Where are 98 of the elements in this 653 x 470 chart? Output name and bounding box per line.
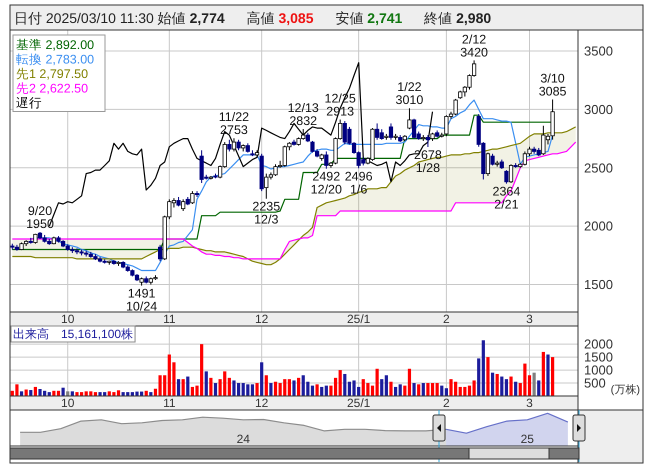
x-tick-label: 11 <box>163 396 176 410</box>
bar <box>449 379 453 396</box>
annotation: 11/22 2753 <box>218 110 250 138</box>
candlestick <box>273 164 278 176</box>
candlestick <box>407 108 412 130</box>
bar <box>532 372 536 396</box>
bar <box>70 391 74 396</box>
y-axis-title: (万株) <box>610 383 640 396</box>
bar <box>176 379 180 396</box>
candlestick <box>324 150 328 170</box>
bar <box>24 390 28 396</box>
x-tick-label: 25/1 <box>346 396 371 410</box>
bar <box>496 374 499 396</box>
bar <box>310 386 314 396</box>
bar <box>264 375 268 396</box>
candlestick <box>486 152 490 176</box>
bar <box>292 380 296 396</box>
candlestick <box>508 164 514 184</box>
x-tick-label: 12 <box>254 312 269 326</box>
bar <box>260 362 264 396</box>
bar <box>537 380 540 396</box>
bar <box>509 376 513 396</box>
text: 基準 2,892.00 <box>16 38 94 52</box>
y-tick-label: 3500 <box>584 44 613 59</box>
x-tick-label: 12 <box>254 396 269 410</box>
annotation: 1491 10/24 <box>126 286 158 314</box>
bar <box>422 383 425 396</box>
candlestick <box>388 122 394 140</box>
y-tick-label: 3000 <box>584 102 613 117</box>
y-tick-label: 2000 <box>584 336 613 352</box>
candlestick <box>190 190 195 204</box>
candlestick <box>306 132 310 143</box>
candlestick <box>426 134 430 148</box>
y-tick-label: 500 <box>584 376 606 391</box>
candlestick <box>490 153 495 166</box>
y-tick-label: 1500 <box>584 277 613 292</box>
bar <box>66 391 70 396</box>
bar <box>546 354 550 396</box>
bar <box>417 384 420 396</box>
annotation: 1/22 3010 <box>396 80 424 108</box>
text: 転換 2,783.00 <box>16 52 94 66</box>
bar <box>255 383 259 396</box>
bar <box>186 376 190 396</box>
annotation: 2492 12/20 <box>310 170 342 197</box>
bar <box>542 352 545 396</box>
bar <box>204 371 208 396</box>
bar <box>62 388 65 396</box>
x-tick-label: 11 <box>163 312 176 326</box>
x-tick-label: 2 <box>443 312 450 326</box>
annotation: 9/20 1950 <box>26 204 54 232</box>
x-tick-label: 25/1 <box>346 312 371 326</box>
candlestick <box>236 139 241 151</box>
x-tick-label: 3 <box>526 312 534 326</box>
x-tick-label: 10 <box>61 312 75 326</box>
bar <box>232 380 236 396</box>
text: 先1 2,797.50 <box>16 67 88 81</box>
annotation: 2678 1/28 <box>414 148 442 176</box>
bar <box>551 357 554 396</box>
bar <box>486 357 490 396</box>
chart-title: 出来高 15,161,100株 <box>13 327 134 341</box>
text: 遅行 <box>16 96 42 110</box>
candlestick <box>504 170 509 184</box>
candlestick <box>310 140 315 154</box>
candlestick <box>158 244 162 262</box>
bar <box>297 378 300 396</box>
x-tick-label: 25 <box>520 432 534 446</box>
candlestick <box>246 142 250 154</box>
x-tick-label: 2 <box>443 396 450 410</box>
candlestick <box>181 198 186 212</box>
y-tick-label: 1000 <box>584 362 613 378</box>
bar <box>269 383 273 396</box>
candlestick <box>232 138 236 152</box>
x-tick-label: 24 <box>236 432 250 446</box>
bar <box>389 382 393 396</box>
chart-title: 日付 2025/03/10 11:30 始値 2,774 高値 3,085 安値 2,741 終値 2,980 <box>14 10 492 26</box>
annotation: 3/10 3085 <box>538 71 567 98</box>
bar <box>426 383 430 396</box>
annotation: 2/12 3420 <box>460 32 488 60</box>
bar <box>490 372 494 396</box>
annotation: 2235 12/3 <box>252 200 280 227</box>
bar <box>214 383 218 396</box>
text: 先2 2,622.50 <box>16 82 88 96</box>
bar <box>29 390 32 396</box>
y-tick-label: 2500 <box>584 160 613 176</box>
candlestick <box>500 159 504 170</box>
bar <box>514 382 518 396</box>
x-tick-label: 3 <box>526 396 534 410</box>
x-tick-label: 10 <box>61 396 75 410</box>
candlestick <box>176 196 181 207</box>
annotation: 12/13 2832 <box>288 101 319 128</box>
bar <box>412 383 416 396</box>
bar <box>274 382 278 396</box>
bar <box>144 390 148 396</box>
y-tick-label: 2000 <box>584 218 613 234</box>
bar <box>209 378 212 396</box>
bar <box>182 379 185 396</box>
candlestick <box>227 139 232 152</box>
y-tick-label: 1500 <box>584 350 613 365</box>
